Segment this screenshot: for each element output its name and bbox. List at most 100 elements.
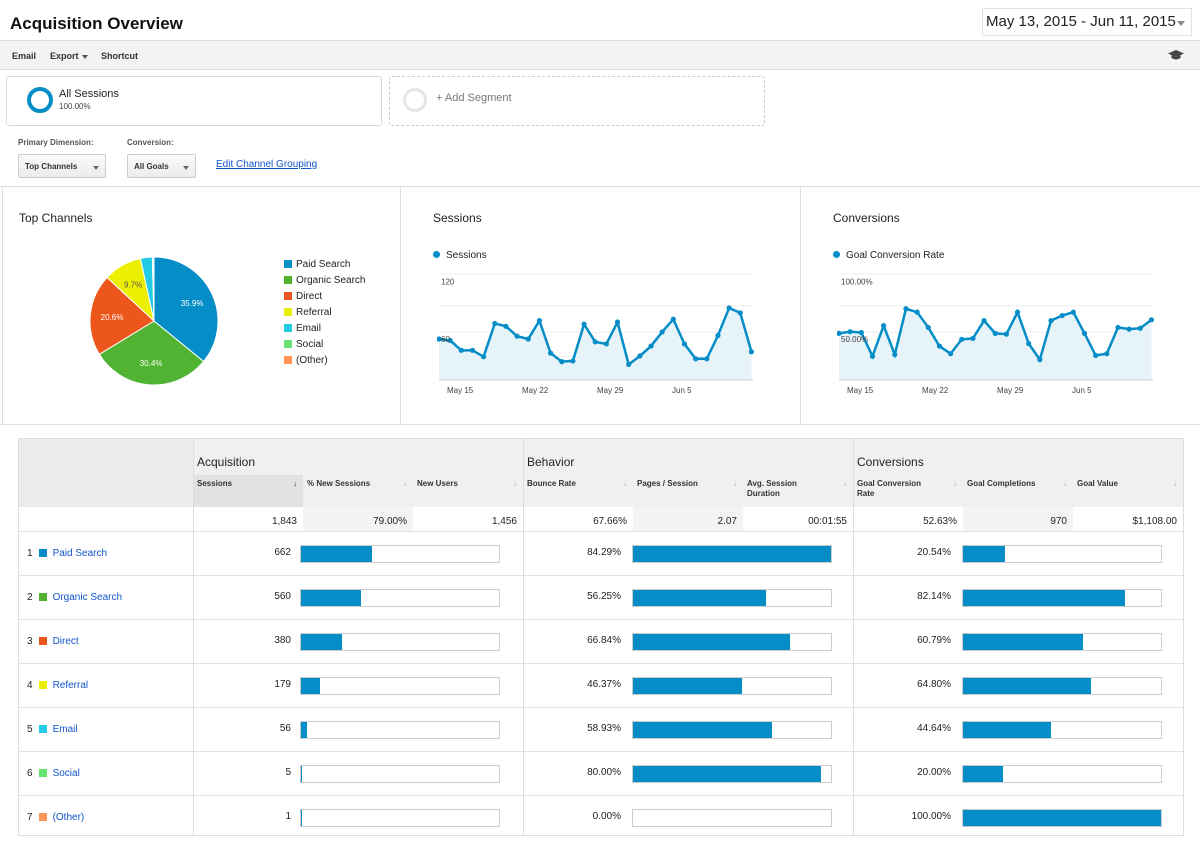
data-point[interactable] (1093, 352, 1099, 359)
col-goal-completions[interactable]: Goal Completions ↓ (963, 475, 1073, 507)
data-point[interactable] (715, 332, 721, 339)
primary-dimension-dropdown[interactable]: Top Channels (18, 154, 106, 178)
data-point[interactable] (881, 323, 887, 329)
graduation-cap-icon[interactable] (1168, 50, 1184, 60)
data-point[interactable] (592, 339, 598, 345)
data-point[interactable] (547, 350, 554, 356)
data-point[interactable] (1026, 340, 1032, 347)
data-point[interactable] (525, 336, 531, 342)
data-point[interactable] (1081, 330, 1088, 336)
export-button[interactable]: Export (50, 51, 88, 61)
data-point[interactable] (981, 318, 987, 324)
total-sessions: 1,843 (193, 507, 303, 531)
data-point[interactable] (892, 351, 898, 358)
data-point[interactable] (1070, 309, 1076, 315)
col-pages-session[interactable]: Pages / Session ↓ (633, 475, 743, 507)
data-point[interactable] (681, 341, 688, 347)
add-segment-button[interactable]: + Add Segment (389, 76, 765, 126)
col-avg-duration[interactable]: Avg. Session Duration ↓ (743, 475, 853, 507)
data-point[interactable] (469, 347, 476, 353)
conversion-dropdown[interactable]: All Goals (127, 154, 196, 178)
col-goal-conv-rate[interactable]: Goal Conversion Rate ↓ (853, 475, 963, 507)
data-point[interactable] (514, 333, 520, 339)
segment-all-sessions[interactable]: All Sessions 100.00% (6, 76, 382, 126)
data-point[interactable] (1048, 318, 1054, 324)
channel-link[interactable]: Organic Search (52, 592, 123, 603)
channel-link[interactable]: Paid Search (52, 548, 108, 559)
conv-rate-bar (962, 633, 1162, 651)
data-point[interactable] (437, 336, 442, 342)
data-point[interactable] (903, 306, 909, 312)
data-point[interactable] (1059, 312, 1065, 319)
data-point[interactable] (737, 310, 743, 316)
data-point[interactable] (704, 356, 710, 362)
data-point[interactable] (1137, 325, 1143, 331)
data-point[interactable] (637, 353, 643, 359)
data-point[interactable] (559, 359, 565, 365)
data-point[interactable] (726, 305, 732, 311)
data-point[interactable] (1115, 324, 1121, 331)
col-bounce-rate[interactable]: Bounce Rate ↓ (523, 475, 633, 507)
data-point[interactable] (1037, 357, 1043, 363)
data-point[interactable] (992, 330, 998, 336)
edit-channel-grouping-link[interactable]: Edit Channel Grouping (216, 159, 318, 170)
sort-icon[interactable]: ↓ (1063, 479, 1067, 488)
data-point[interactable] (847, 329, 853, 335)
col-goal-value[interactable]: Goal Value ↓ (1073, 475, 1183, 507)
email-button[interactable]: Email (12, 51, 37, 61)
sort-desc-icon[interactable]: ↓ (293, 479, 297, 488)
pie-slice[interactable] (153, 256, 219, 363)
sort-icon[interactable]: ↓ (843, 479, 847, 488)
data-point[interactable] (1014, 309, 1021, 315)
data-point[interactable] (947, 351, 954, 357)
channel-link[interactable]: (Other) (52, 812, 85, 823)
channel-link[interactable]: Email (52, 724, 78, 735)
data-point[interactable] (1104, 351, 1110, 357)
data-point[interactable] (603, 341, 609, 347)
data-point[interactable] (536, 318, 543, 324)
data-point[interactable] (481, 354, 487, 360)
data-point[interactable] (458, 347, 464, 353)
data-point[interactable] (670, 316, 676, 322)
data-point[interactable] (869, 353, 876, 359)
sort-icon[interactable]: ↓ (513, 479, 517, 488)
data-point[interactable] (936, 343, 943, 349)
sort-icon[interactable]: ↓ (403, 479, 407, 488)
sort-icon[interactable]: ↓ (733, 479, 737, 488)
data-point[interactable] (748, 349, 755, 355)
date-range-picker[interactable]: May 13, 2015 - Jun 11, 2015 (982, 8, 1192, 36)
data-point[interactable] (614, 319, 621, 325)
data-point[interactable] (858, 329, 864, 336)
row-swatch (38, 681, 47, 689)
sort-icon[interactable]: ↓ (623, 479, 627, 488)
shortcut-button[interactable]: Shortcut (101, 51, 138, 61)
bounce-rate-value: 84.29% (587, 547, 621, 558)
pie-slice[interactable] (98, 320, 205, 386)
data-point[interactable] (648, 343, 654, 349)
data-point[interactable] (970, 335, 976, 342)
channel-link[interactable]: Social (52, 768, 80, 779)
data-point[interactable] (1003, 331, 1009, 337)
data-point[interactable] (1148, 317, 1155, 323)
channel-link[interactable]: Direct (52, 636, 79, 647)
data-point[interactable] (659, 329, 665, 335)
data-point[interactable] (959, 336, 965, 342)
data-point[interactable] (570, 358, 576, 364)
data-point[interactable] (447, 337, 453, 344)
col-new-sessions[interactable]: % New Sessions ↓ (303, 475, 413, 507)
data-point[interactable] (1126, 326, 1132, 332)
pie-slice[interactable] (89, 276, 155, 355)
data-point[interactable] (925, 324, 931, 331)
sort-icon[interactable]: ↓ (953, 479, 957, 488)
data-point[interactable] (914, 309, 920, 315)
col-sessions[interactable]: Sessions ↓ (193, 475, 303, 507)
channel-link[interactable]: Referral (52, 680, 89, 691)
data-point[interactable] (626, 361, 632, 368)
sort-icon[interactable]: ↓ (1173, 479, 1177, 488)
data-point[interactable] (693, 356, 699, 362)
data-point[interactable] (503, 323, 509, 329)
data-point[interactable] (837, 330, 842, 336)
col-new-users[interactable]: New Users ↓ (413, 475, 523, 507)
data-point[interactable] (581, 321, 587, 327)
data-point[interactable] (492, 320, 498, 327)
